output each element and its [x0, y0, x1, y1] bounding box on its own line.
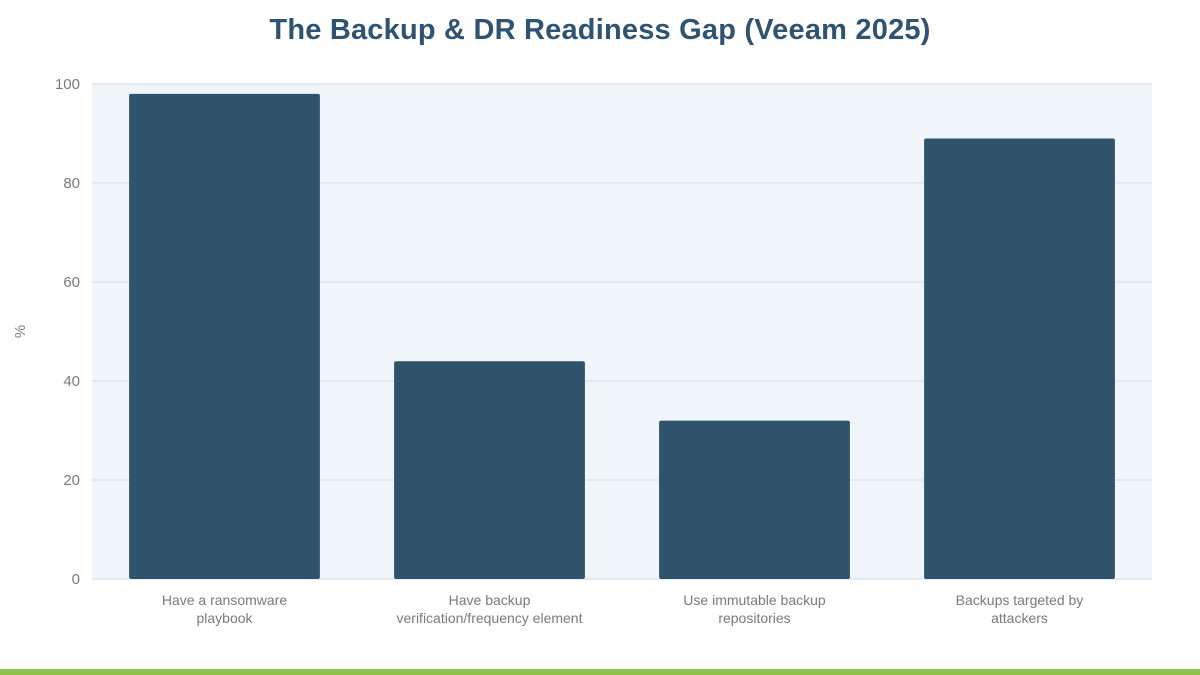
x-tick-label: Have a ransomware playbook	[162, 592, 287, 626]
chart-title: The Backup & DR Readiness Gap (Veeam 202…	[269, 14, 931, 46]
accent-bar	[0, 669, 1200, 675]
y-tick-label: 80	[63, 175, 80, 192]
y-tick-label: 100	[55, 76, 80, 93]
y-axis-label: %	[12, 325, 29, 338]
bar	[924, 138, 1115, 579]
x-tick-label: Use immutable backup repositories	[683, 592, 826, 626]
bar	[129, 93, 320, 580]
x-tick-label: Have backup verification/frequency elemen…	[397, 592, 583, 626]
y-tick-label: 20	[63, 472, 80, 489]
bar	[659, 420, 850, 579]
bar	[394, 361, 585, 579]
y-tick-label: 0	[72, 571, 80, 588]
x-tick-label: Backups targeted by attackers	[956, 592, 1084, 626]
y-tick-label: 40	[63, 373, 80, 390]
y-tick-label: 60	[63, 274, 80, 291]
